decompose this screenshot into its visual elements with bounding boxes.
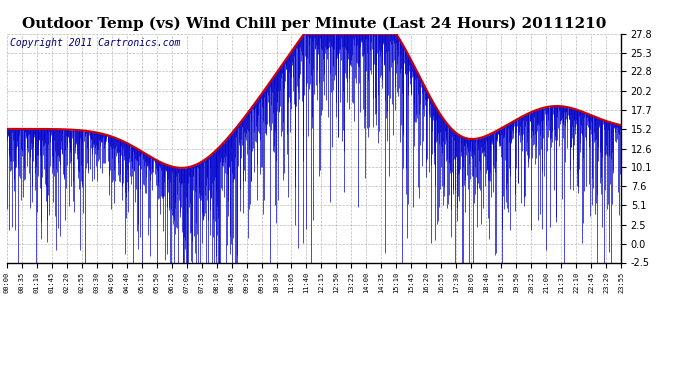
Text: Copyright 2011 Cartronics.com: Copyright 2011 Cartronics.com xyxy=(10,38,180,48)
Title: Outdoor Temp (vs) Wind Chill per Minute (Last 24 Hours) 20111210: Outdoor Temp (vs) Wind Chill per Minute … xyxy=(22,17,606,31)
